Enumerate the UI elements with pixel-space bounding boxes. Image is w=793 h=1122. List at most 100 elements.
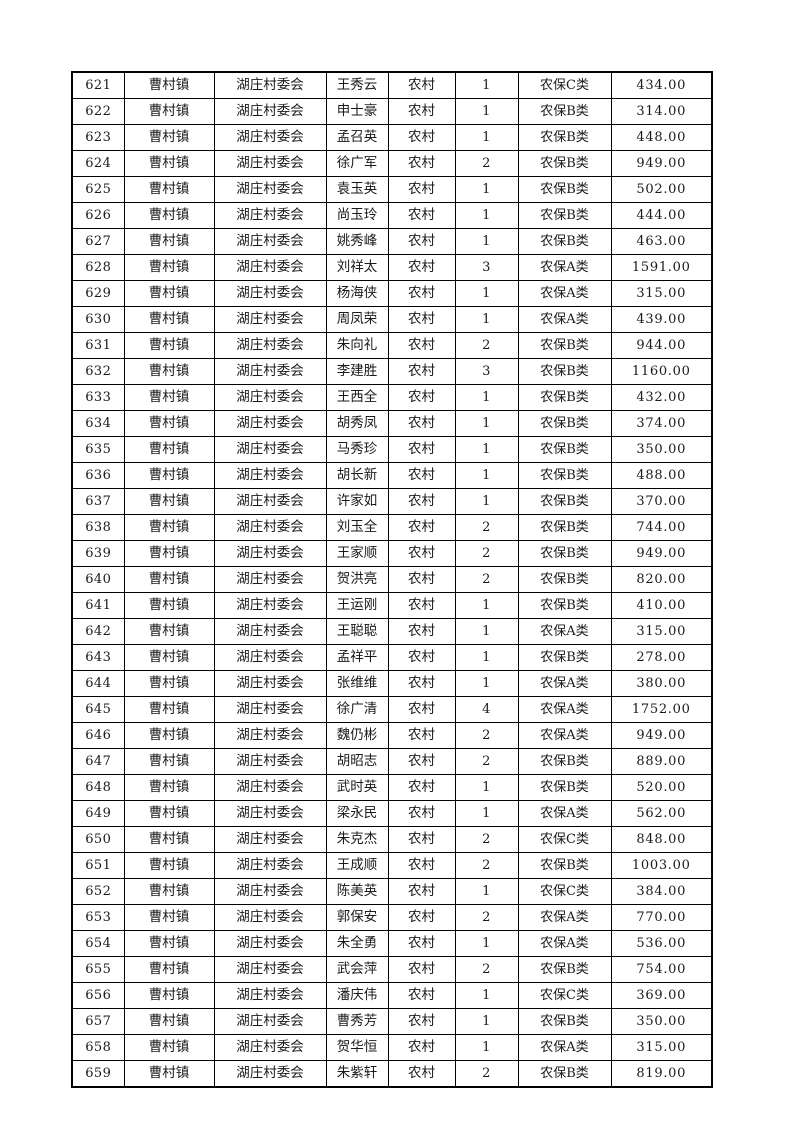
cell-count: 2 [454,514,519,541]
cell-household-type: 农村 [387,774,456,801]
table-row: 643 曹村镇 湖庄村委会 孟祥平 农村 1 农保B类 278.00 [71,644,713,671]
table-row: 627 曹村镇 湖庄村委会 姚秀峰 农村 1 农保B类 463.00 [71,228,713,255]
cell-count: 1 [454,280,519,307]
cell-amount: 315.00 [610,618,713,645]
cell-count: 1 [454,982,519,1009]
cell-category: 农保C类 [517,826,612,853]
cell-category: 农保B类 [517,748,612,775]
cell-count: 1 [454,436,519,463]
cell-village: 湖庄村委会 [213,306,327,333]
cell-seq: 653 [71,904,125,931]
cell-town: 曹村镇 [123,228,215,255]
cell-category: 农保B类 [517,852,612,879]
cell-name: 梁永民 [325,800,389,827]
cell-count: 4 [454,696,519,723]
cell-seq: 655 [71,956,125,983]
table-row: 637 曹村镇 湖庄村委会 许家如 农村 1 农保B类 370.00 [71,488,713,515]
cell-town: 曹村镇 [123,306,215,333]
cell-count: 2 [454,332,519,359]
table-row: 625 曹村镇 湖庄村委会 袁玉英 农村 1 农保B类 502.00 [71,176,713,203]
cell-seq: 647 [71,748,125,775]
cell-name: 曹秀芳 [325,1008,389,1035]
cell-amount: 434.00 [610,71,713,99]
table-row: 621 曹村镇 湖庄村委会 王秀云 农村 1 农保C类 434.00 [71,71,713,99]
table-row: 648 曹村镇 湖庄村委会 武时英 农村 1 农保B类 520.00 [71,774,713,801]
cell-name: 朱全勇 [325,930,389,957]
cell-household-type: 农村 [387,852,456,879]
cell-amount: 314.00 [610,98,713,125]
cell-town: 曹村镇 [123,1008,215,1035]
cell-count: 1 [454,98,519,125]
cell-name: 李建胜 [325,358,389,385]
cell-household-type: 农村 [387,696,456,723]
cell-household-type: 农村 [387,1034,456,1061]
cell-village: 湖庄村委会 [213,228,327,255]
cell-amount: 949.00 [610,150,713,177]
cell-village: 湖庄村委会 [213,514,327,541]
cell-category: 农保B类 [517,358,612,385]
cell-village: 湖庄村委会 [213,852,327,879]
table-row: 632 曹村镇 湖庄村委会 李建胜 农村 3 农保B类 1160.00 [71,358,713,385]
cell-household-type: 农村 [387,592,456,619]
table-row: 638 曹村镇 湖庄村委会 刘玉全 农村 2 农保B类 744.00 [71,514,713,541]
cell-name: 贺华恒 [325,1034,389,1061]
cell-category: 农保B类 [517,1060,612,1088]
cell-seq: 628 [71,254,125,281]
cell-town: 曹村镇 [123,670,215,697]
cell-village: 湖庄村委会 [213,176,327,203]
cell-village: 湖庄村委会 [213,462,327,489]
table-row: 642 曹村镇 湖庄村委会 王聪聪 农村 1 农保A类 315.00 [71,618,713,645]
cell-village: 湖庄村委会 [213,618,327,645]
cell-household-type: 农村 [387,462,456,489]
cell-amount: 439.00 [610,306,713,333]
cell-name: 申士豪 [325,98,389,125]
cell-name: 王聪聪 [325,618,389,645]
cell-seq: 635 [71,436,125,463]
cell-seq: 654 [71,930,125,957]
cell-amount: 370.00 [610,488,713,515]
cell-town: 曹村镇 [123,124,215,151]
cell-count: 2 [454,722,519,749]
cell-village: 湖庄村委会 [213,956,327,983]
cell-town: 曹村镇 [123,202,215,229]
cell-amount: 520.00 [610,774,713,801]
cell-category: 农保B类 [517,124,612,151]
cell-count: 1 [454,124,519,151]
cell-category: 农保A类 [517,618,612,645]
cell-seq: 657 [71,1008,125,1035]
cell-count: 1 [454,644,519,671]
cell-household-type: 农村 [387,878,456,905]
table-row: 631 曹村镇 湖庄村委会 朱向礼 农村 2 农保B类 944.00 [71,332,713,359]
cell-seq: 649 [71,800,125,827]
cell-household-type: 农村 [387,98,456,125]
cell-seq: 624 [71,150,125,177]
cell-count: 1 [454,1034,519,1061]
cell-household-type: 农村 [387,826,456,853]
cell-amount: 502.00 [610,176,713,203]
cell-seq: 629 [71,280,125,307]
cell-category: 农保B类 [517,462,612,489]
cell-amount: 488.00 [610,462,713,489]
table-row: 624 曹村镇 湖庄村委会 徐广军 农村 2 农保B类 949.00 [71,150,713,177]
cell-village: 湖庄村委会 [213,800,327,827]
cell-count: 1 [454,176,519,203]
cell-name: 张维维 [325,670,389,697]
cell-seq: 643 [71,644,125,671]
cell-amount: 562.00 [610,800,713,827]
cell-name: 陈美英 [325,878,389,905]
cell-name: 周凤荣 [325,306,389,333]
cell-town: 曹村镇 [123,592,215,619]
cell-village: 湖庄村委会 [213,540,327,567]
cell-name: 潘庆伟 [325,982,389,1009]
cell-count: 1 [454,618,519,645]
cell-town: 曹村镇 [123,930,215,957]
cell-category: 农保A类 [517,1034,612,1061]
table-row: 629 曹村镇 湖庄村委会 杨海侠 农村 1 农保A类 315.00 [71,280,713,307]
table-row: 644 曹村镇 湖庄村委会 张维维 农村 1 农保A类 380.00 [71,670,713,697]
cell-amount: 536.00 [610,930,713,957]
cell-town: 曹村镇 [123,644,215,671]
cell-village: 湖庄村委会 [213,670,327,697]
cell-count: 1 [454,774,519,801]
cell-category: 农保B类 [517,644,612,671]
cell-amount: 350.00 [610,436,713,463]
